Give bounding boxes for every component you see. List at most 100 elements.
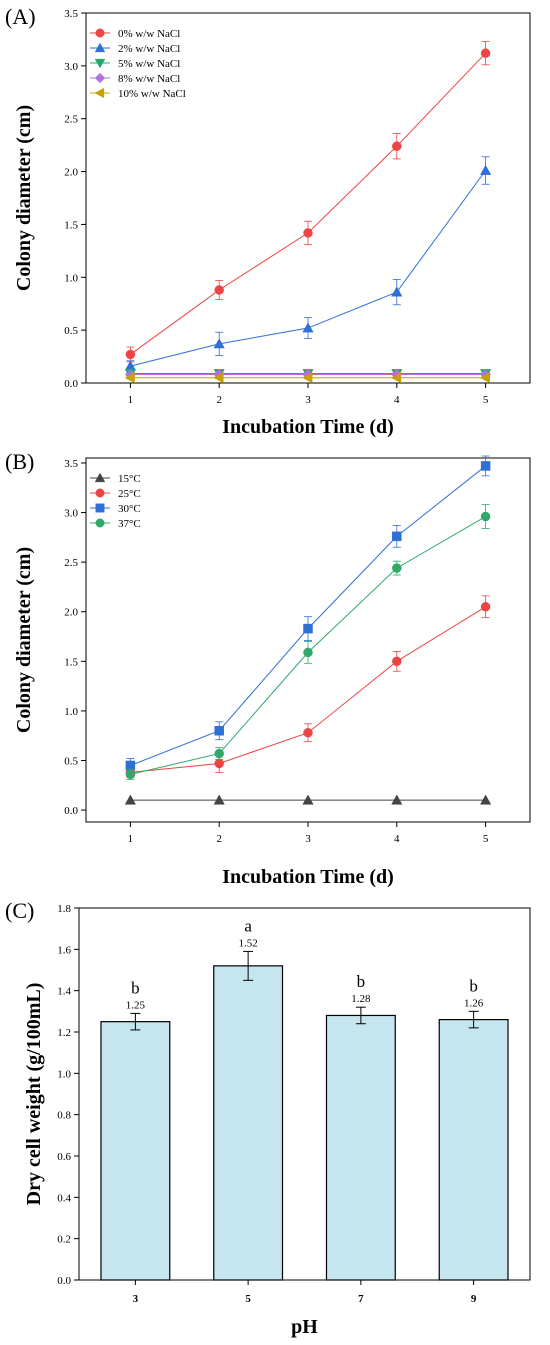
y-tick-label: 2.0 xyxy=(64,607,78,619)
data-point xyxy=(214,748,224,759)
data-point xyxy=(303,647,313,658)
significance-letter: b xyxy=(357,972,366,991)
bar-group-2: 1.52 a 5 xyxy=(213,916,284,1305)
y-tick-label: 0.0 xyxy=(57,1275,71,1287)
data-point xyxy=(479,372,490,384)
y-tick-label: 2.0 xyxy=(64,167,78,179)
x-tick-label: 1 xyxy=(128,833,134,845)
y-tick-label: 3.0 xyxy=(64,508,78,520)
legend-label: 30°C xyxy=(118,503,141,515)
data-point xyxy=(480,48,491,58)
y-tick-label: 0.6 xyxy=(57,1151,71,1163)
y-tick-label: 3.0 xyxy=(64,61,78,73)
series-1 xyxy=(124,794,492,805)
legend-label: 0% w/w NaCl xyxy=(118,28,180,40)
legend: 0% w/w NaCl 2% w/w NaCl 5% w/w NaCl 8% w/w … xyxy=(90,28,186,100)
chart-panel-1: (A) 0.0 0.5 1.0 1.5 2.0 2.5 3.0 3.5 Colony diamet… xyxy=(5,4,531,438)
data-point xyxy=(392,531,402,542)
x-tick-label: 3 xyxy=(133,1293,139,1305)
panel-label: (B) xyxy=(5,449,34,474)
data-point xyxy=(391,794,403,805)
series-3 xyxy=(125,455,491,773)
x-tick-label: 5 xyxy=(483,833,489,845)
data-point xyxy=(303,727,313,738)
y-tick-label: 3.5 xyxy=(64,458,78,470)
series-1 xyxy=(125,41,491,363)
bar xyxy=(100,1021,171,1281)
y-tick-label: 0.4 xyxy=(57,1192,71,1204)
x-tick-label: 2 xyxy=(216,394,222,406)
y-tick-label: 0.8 xyxy=(57,1110,71,1122)
x-axis-title: Incubation Time (d) xyxy=(222,866,394,888)
series-2 xyxy=(124,156,492,372)
data-point xyxy=(480,511,491,522)
legend-label: 25°C xyxy=(118,488,141,500)
bar xyxy=(213,965,284,1281)
bar-group-4: 1.26 b 9 xyxy=(438,976,509,1305)
data-point xyxy=(303,228,313,238)
legend-label: 2% w/w NaCl xyxy=(118,43,180,55)
legend-marker xyxy=(94,87,105,99)
series-line xyxy=(130,465,486,766)
data-point xyxy=(214,726,224,736)
series-5 xyxy=(124,372,490,384)
data-point xyxy=(480,461,491,471)
y-tick-label: 0.5 xyxy=(64,325,78,337)
data-label: 1.28 xyxy=(351,993,371,1005)
legend-marker xyxy=(94,58,106,69)
data-point xyxy=(303,623,313,634)
data-point xyxy=(124,794,136,805)
bar-group-1: 1.25 b 3 xyxy=(100,978,171,1305)
data-point xyxy=(392,141,402,151)
y-tick-label: 2.5 xyxy=(64,557,78,569)
legend-marker xyxy=(95,518,105,528)
data-point xyxy=(214,758,224,769)
data-point xyxy=(302,794,314,805)
bar xyxy=(438,1018,509,1281)
y-tick-label: 2.5 xyxy=(64,114,78,126)
legend: 15°C 25°C 30°C 37°C xyxy=(90,472,141,530)
legend-label: 10% w/w NaCl xyxy=(118,88,186,100)
x-tick-label: 3 xyxy=(305,394,311,406)
y-tick-label: 1.5 xyxy=(64,219,78,231)
data-label: 1.52 xyxy=(239,937,258,949)
data-point xyxy=(124,372,135,384)
y-tick-label: 1.4 xyxy=(57,986,71,998)
data-point xyxy=(213,794,225,805)
legend-marker xyxy=(94,472,106,483)
x-tick-label: 5 xyxy=(483,394,489,406)
y-tick-label: 0.0 xyxy=(64,378,78,390)
legend-label: 15°C xyxy=(118,473,141,485)
x-tick-label: 4 xyxy=(394,394,400,406)
y-tick-label: 0.2 xyxy=(57,1234,71,1246)
y-tick-label: 1.6 xyxy=(57,944,71,956)
data-point xyxy=(480,164,492,175)
significance-letter: b xyxy=(131,978,140,997)
data-point xyxy=(213,338,225,349)
y-axis-title: Colony diameter (cm) xyxy=(13,105,35,291)
data-label: 1.25 xyxy=(126,999,146,1011)
y-tick-label: 1.0 xyxy=(64,272,78,284)
legend-marker xyxy=(94,42,106,53)
data-point xyxy=(392,656,402,667)
legend-marker xyxy=(95,488,105,498)
y-tick-label: 0.5 xyxy=(64,756,78,768)
legend-label: 8% w/w NaCl xyxy=(118,73,180,85)
data-point xyxy=(392,563,402,573)
significance-letter: b xyxy=(469,976,478,995)
data-label: 1.26 xyxy=(464,997,484,1009)
panel-label: (C) xyxy=(5,898,34,923)
y-tick-label: 1.0 xyxy=(57,1068,71,1080)
y-tick-label: 1.8 xyxy=(57,903,71,915)
x-tick-label: 7 xyxy=(358,1293,364,1305)
legend-marker xyxy=(95,503,105,513)
data-point xyxy=(302,322,314,333)
significance-letter: a xyxy=(244,916,252,935)
legend-label: 37°C xyxy=(118,518,141,530)
y-tick-label: 1.2 xyxy=(57,1027,71,1039)
data-point xyxy=(302,372,313,384)
plot-frame xyxy=(78,907,531,1281)
series-4 xyxy=(125,504,491,780)
x-tick-label: 9 xyxy=(471,1293,477,1305)
